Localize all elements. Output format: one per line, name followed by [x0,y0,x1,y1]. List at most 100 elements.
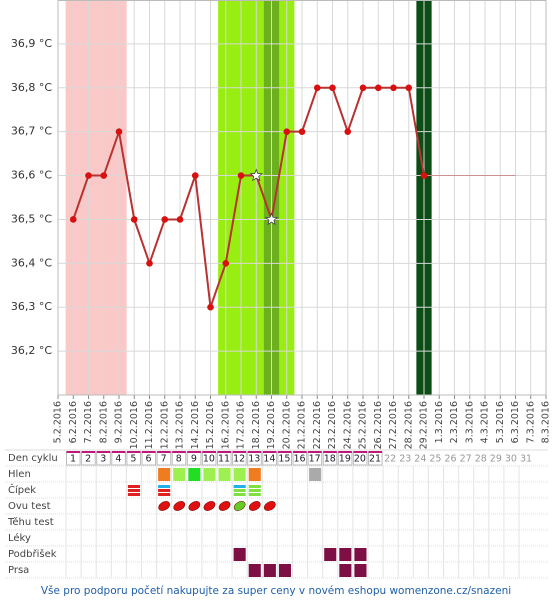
x-tick-label: 22.2.2016 [312,401,323,449]
point [313,84,321,92]
x-tick-label: 14.2.2016 [190,401,201,449]
cycle-day: 20 [354,454,366,465]
point [69,216,77,223]
cycle-day: 3 [100,454,106,465]
point [146,260,153,267]
cycle-day: 22 [384,454,396,465]
symptom-stripe [158,485,171,488]
y-tick-label: 36,6 °C [11,169,52,182]
ovu-test-mark [188,501,201,511]
symptom-stripe [248,493,261,496]
cycle-day: 7 [161,454,167,465]
cycle-day: 26 [445,454,457,465]
symptom-stripe [127,489,140,492]
row-label: Den cyklu [8,453,58,464]
x-tick-label: 1.3.2016 [434,401,445,443]
point [374,84,382,92]
cycle-day: 21 [369,454,381,465]
cycle-day: 1 [70,454,76,465]
row-label: Prsa [8,565,29,576]
symptom-stripe [127,493,140,496]
cycle-day: 25 [429,454,441,465]
symptom-mark [248,564,261,577]
x-tick-label: 21.2.2016 [297,401,308,449]
symptom-mark [173,468,186,481]
cycle-day: 24 [414,454,426,465]
x-tick-label: 6.2.2016 [68,401,79,443]
x-tick-label: 26.2.2016 [373,401,384,449]
symptom-mark [339,548,352,561]
cycle-day: 30 [505,454,517,465]
cycle-day: 27 [460,454,472,465]
symptom-stripe [158,493,171,496]
point [222,260,230,267]
x-tick-label: 8.2.2016 [98,401,109,443]
symptom-mark [158,468,171,481]
x-tick-label: 2.3.2016 [449,401,460,443]
point [298,128,306,135]
point [359,84,367,92]
symptom-mark [324,548,337,561]
cycle-day: 11 [218,454,230,465]
cycle-day: 15 [278,454,290,465]
cycle-day: 13 [248,454,260,465]
cycle-day: 28 [475,454,487,465]
star-point [249,168,263,182]
symptom-mark [233,548,246,561]
symptom-stripe [233,493,246,496]
row-label: Hlen [8,469,31,480]
point [161,216,169,223]
cycle-day: 8 [176,454,182,465]
point [100,172,108,179]
y-tick-label: 36,3 °C [11,300,52,313]
x-tick-label: 18.2.2016 [251,401,262,449]
symptom-stripe [248,485,261,488]
symptom-mark [248,468,261,481]
row-label: Těhu test [7,516,54,528]
point [344,128,352,135]
cycle-day: 23 [399,454,411,465]
x-tick-label: 28.2.2016 [403,401,414,449]
x-tick-label: 9.2.2016 [114,401,125,443]
x-tick-label: 27.2.2016 [388,401,399,449]
symptom-stripe [127,485,140,488]
point [405,84,413,92]
ovu-test-mark [158,501,170,511]
symptom-mark [339,564,352,577]
x-tick-label: 20.2.2016 [281,401,292,449]
y-tick-label: 36,7 °C [11,125,52,138]
symptom-mark [218,468,231,481]
symptom-mark [203,468,216,481]
row-label: Léky [8,532,31,544]
point [176,216,184,223]
cycle-day: 4 [115,454,121,465]
row-label: Čípek [8,483,36,496]
plot-frame [57,0,547,396]
cycle-day: 2 [85,454,91,465]
x-tick-label: 29.2.2016 [419,401,430,449]
cycle-day: 10 [203,454,215,465]
x-tick-label: 16.2.2016 [220,401,231,449]
cycle-day: 14 [263,454,275,465]
x-tick-label: 7.2.2016 [83,401,94,443]
point [130,216,138,223]
symptom-stripe [248,489,261,492]
symptom-stripe [233,489,246,492]
symptom-mark [263,564,276,577]
point [191,172,199,179]
ovu-test-mark [264,501,276,511]
y-tick-label: 36,9 °C [11,37,52,50]
x-tick-label: 8.3.2016 [541,401,552,443]
footer-link[interactable]: Vše pro podporu početí nakupujte za supe… [41,585,511,597]
x-tick-label: 24.2.2016 [342,401,353,449]
cycle-day: 31 [520,454,532,465]
point [283,128,291,135]
symptom-mark [188,468,201,481]
ovu-test-mark [233,501,246,511]
x-tick-label: 5.2.2016 [53,401,64,443]
symptom-mark [309,468,322,481]
y-tick-label: 36,2 °C [11,344,52,357]
symptom-mark [354,564,367,577]
ovu-test-mark [173,501,186,511]
